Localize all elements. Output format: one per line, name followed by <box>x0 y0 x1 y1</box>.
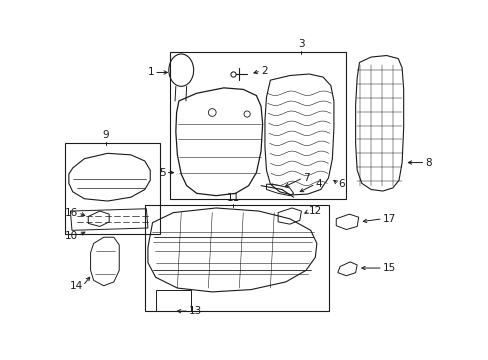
Text: 14: 14 <box>69 281 82 291</box>
Text: 5: 5 <box>159 167 165 177</box>
Text: 16: 16 <box>65 208 78 217</box>
Text: 6: 6 <box>338 179 345 189</box>
Text: 10: 10 <box>65 231 78 241</box>
Text: 11: 11 <box>226 193 239 203</box>
Text: 1: 1 <box>147 67 154 77</box>
Text: 15: 15 <box>382 263 395 273</box>
Text: 7: 7 <box>302 173 309 183</box>
Text: 8: 8 <box>425 158 431 167</box>
Text: 13: 13 <box>189 306 202 316</box>
Text: 9: 9 <box>102 130 109 140</box>
Bar <box>155 289 190 311</box>
Text: 17: 17 <box>382 214 395 224</box>
Text: 12: 12 <box>308 206 322 216</box>
Text: 4: 4 <box>315 179 321 189</box>
Text: 3: 3 <box>298 39 304 49</box>
Bar <box>144 205 328 311</box>
Bar <box>65 143 159 234</box>
Bar <box>169 53 346 199</box>
Text: 2: 2 <box>261 66 267 76</box>
